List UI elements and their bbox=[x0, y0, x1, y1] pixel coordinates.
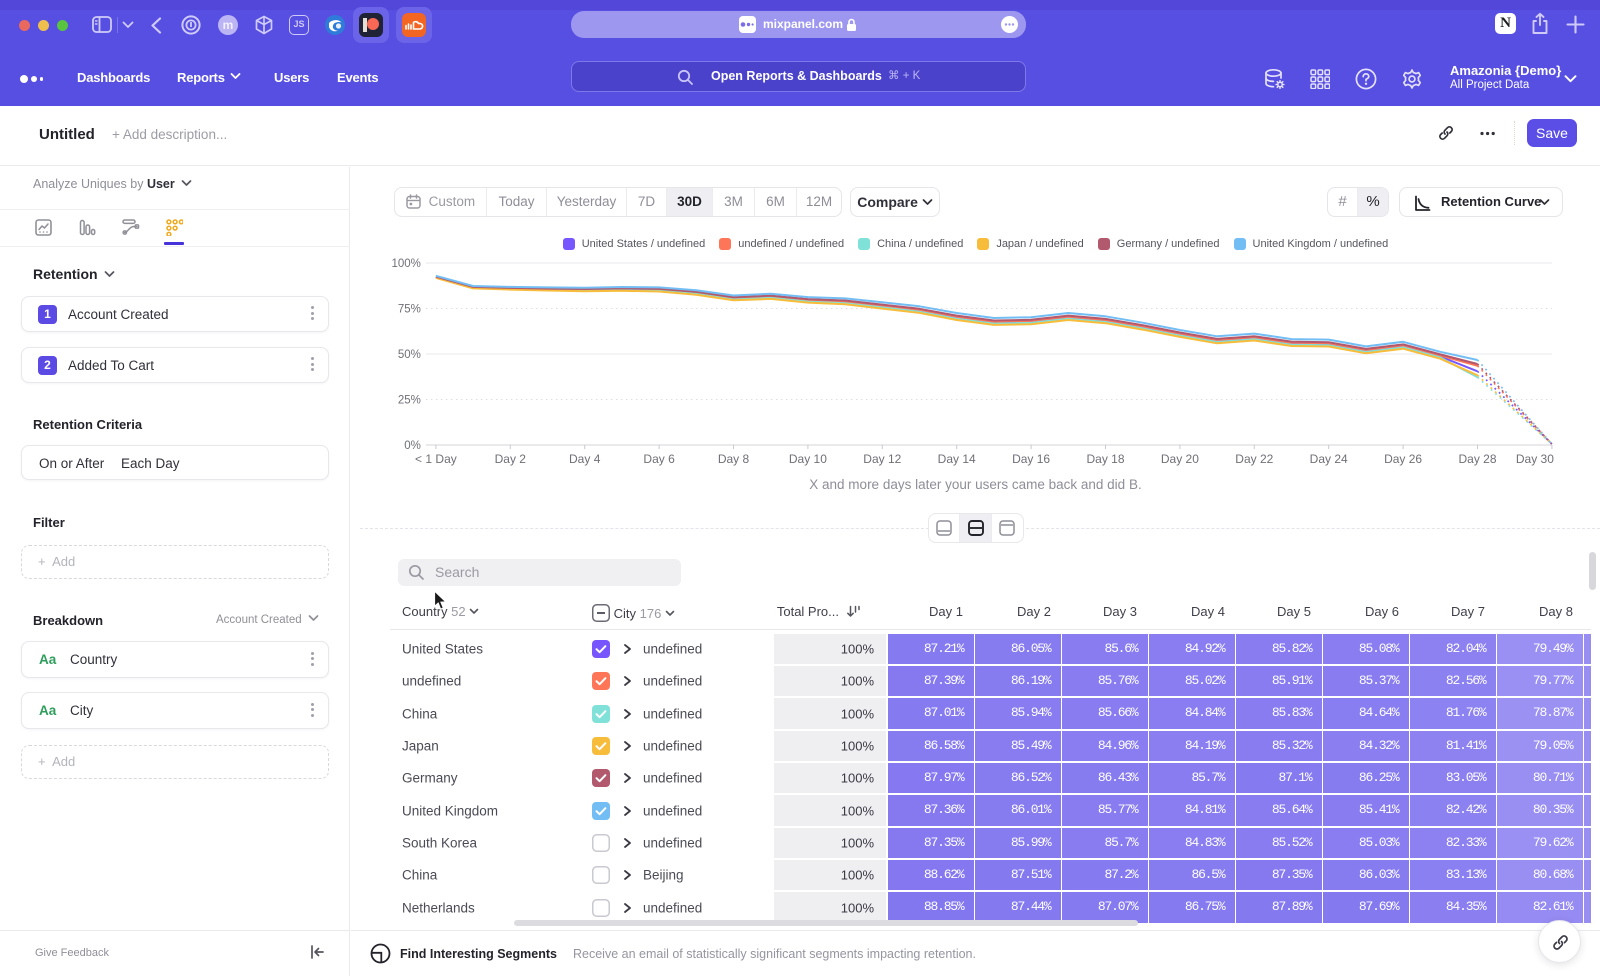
svg-text:Day 4: Day 4 bbox=[569, 452, 601, 466]
svg-text:Day 8: Day 8 bbox=[718, 452, 750, 466]
svg-text:50%: 50% bbox=[398, 349, 421, 361]
svg-text:100%: 100% bbox=[391, 258, 420, 270]
svg-text:Day 20: Day 20 bbox=[1161, 452, 1199, 466]
svg-text:Day 16: Day 16 bbox=[1012, 452, 1050, 466]
svg-text:Day 14: Day 14 bbox=[938, 452, 976, 466]
svg-text:Day 30: Day 30 bbox=[1516, 452, 1554, 466]
svg-text:Day 28: Day 28 bbox=[1458, 452, 1496, 466]
svg-text:< 1 Day: < 1 Day bbox=[415, 452, 457, 466]
svg-text:Day 22: Day 22 bbox=[1235, 452, 1273, 466]
svg-text:Day 12: Day 12 bbox=[863, 452, 901, 466]
svg-text:Day 2: Day 2 bbox=[495, 452, 527, 466]
svg-text:Day 24: Day 24 bbox=[1310, 452, 1348, 466]
svg-text:Day 6: Day 6 bbox=[643, 452, 675, 466]
svg-text:Day 26: Day 26 bbox=[1384, 452, 1422, 466]
svg-text:25%: 25% bbox=[398, 395, 421, 407]
svg-text:0%: 0% bbox=[404, 440, 421, 452]
svg-text:75%: 75% bbox=[398, 304, 421, 316]
svg-text:Day 18: Day 18 bbox=[1086, 452, 1124, 466]
svg-text:Day 10: Day 10 bbox=[789, 452, 827, 466]
